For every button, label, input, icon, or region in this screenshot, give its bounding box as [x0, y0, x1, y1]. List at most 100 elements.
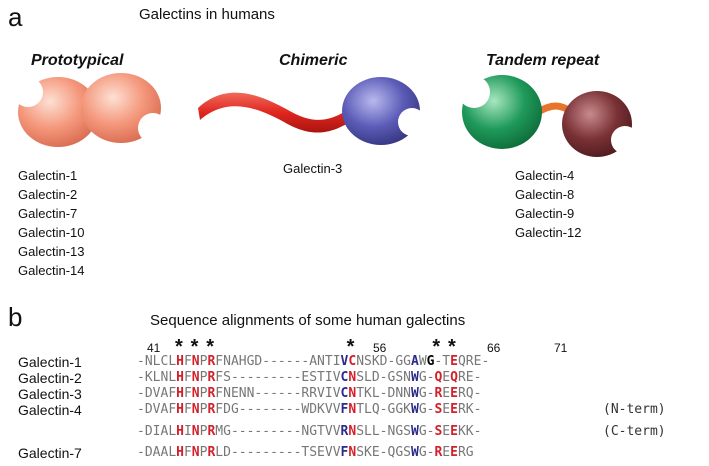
- residue: -: [277, 386, 286, 401]
- residue: G: [418, 445, 427, 460]
- residue: D: [144, 445, 153, 460]
- residue: R: [207, 386, 216, 401]
- panel-a-letter: a: [8, 2, 23, 32]
- residue: V: [317, 386, 325, 401]
- residue: N: [403, 386, 411, 401]
- residue: -: [137, 445, 145, 460]
- residue: W: [410, 402, 419, 417]
- residue: R: [434, 386, 443, 401]
- residue: D: [254, 354, 263, 369]
- residue: Q: [387, 445, 396, 460]
- residue: N: [301, 424, 310, 439]
- residue: C: [340, 386, 349, 401]
- residue: G: [395, 354, 404, 369]
- residue: K: [465, 424, 474, 439]
- residue: F: [183, 445, 192, 460]
- residue: A: [160, 386, 169, 401]
- residue: -: [434, 354, 443, 369]
- residue: S: [395, 370, 404, 385]
- residue: -: [246, 370, 255, 385]
- residue: -: [254, 445, 263, 460]
- residue: S: [223, 370, 231, 385]
- residue: A: [160, 424, 169, 439]
- residue: -: [293, 370, 302, 385]
- residue: Q: [371, 402, 380, 417]
- residue: -: [137, 424, 145, 439]
- residue: N: [191, 354, 200, 369]
- alignment-row-name: Galectin-1: [18, 354, 82, 370]
- conserved-star: *: [175, 336, 183, 358]
- residue: G: [387, 370, 396, 385]
- residue: A: [152, 445, 161, 460]
- residue: E: [442, 402, 451, 417]
- residue: R: [457, 445, 466, 460]
- residue: R: [457, 370, 466, 385]
- residue: -: [262, 370, 271, 385]
- list-item: Galectin-9: [515, 206, 575, 221]
- residue: -: [379, 386, 388, 401]
- residue: S: [309, 445, 318, 460]
- conserved-star: *: [432, 336, 441, 358]
- residue: F: [183, 386, 192, 401]
- residue: E: [465, 370, 474, 385]
- residue: S: [356, 445, 365, 460]
- list-item: Galectin-4: [515, 168, 575, 183]
- residue: S: [364, 354, 372, 369]
- chimeric-galectin-3: [198, 77, 426, 145]
- residue: K: [144, 370, 153, 385]
- group-label-prototypical: Prototypical: [31, 52, 124, 69]
- residue: D: [387, 386, 396, 401]
- position-number: 56: [373, 341, 387, 355]
- residue: E: [450, 445, 458, 460]
- tandem-binding-pocket-c: [611, 126, 639, 154]
- residue: D: [223, 402, 231, 417]
- residue: N: [356, 354, 365, 369]
- residue: D: [223, 445, 231, 460]
- residue: K: [457, 424, 466, 439]
- residue: -: [246, 445, 255, 460]
- residue: E: [442, 386, 451, 401]
- residue: F: [215, 386, 224, 401]
- residue: E: [450, 402, 458, 417]
- residue: -: [262, 424, 271, 439]
- residue: R: [434, 445, 443, 460]
- residue: H: [176, 354, 184, 369]
- panel-b-title: Sequence alignments of some human galect…: [150, 312, 466, 329]
- residue: N: [223, 354, 231, 369]
- residue: D: [144, 386, 153, 401]
- residue: H: [238, 354, 247, 369]
- residue: G: [395, 424, 404, 439]
- residue: S: [356, 424, 365, 439]
- residue: -: [426, 386, 435, 401]
- prototypical-member-list: Galectin-1 Galectin-2 Galectin-7 Galecti…: [18, 166, 84, 280]
- residue: I: [324, 370, 333, 385]
- residue: -: [254, 386, 263, 401]
- residue: R: [457, 402, 466, 417]
- residue: G: [426, 354, 435, 369]
- residue: R: [207, 445, 216, 460]
- residue: N: [348, 424, 357, 439]
- residue: -: [285, 370, 294, 385]
- residue: P: [199, 424, 208, 439]
- residue: G: [418, 424, 427, 439]
- residue: T: [324, 354, 333, 369]
- alignment-sequence: -NLCLHFNPRFNAHGD------ANTIVCNSKD-GGAWG-T…: [137, 354, 489, 370]
- residue: I: [183, 424, 192, 439]
- residue: C: [160, 354, 169, 369]
- residue: G: [395, 445, 404, 460]
- residue: M: [215, 424, 224, 439]
- position-number: 71: [554, 341, 568, 355]
- residue: W: [410, 445, 419, 460]
- residue: V: [340, 354, 349, 369]
- residue: F: [183, 370, 192, 385]
- residue: E: [450, 354, 458, 369]
- residue: E: [371, 445, 380, 460]
- residue: -: [270, 354, 278, 369]
- residue: W: [410, 370, 419, 385]
- residue: D: [144, 402, 153, 417]
- residue: N: [387, 424, 396, 439]
- panel-a-title: Galectins in humans: [139, 6, 275, 23]
- chimeric-member-list: Galectin-3: [283, 159, 342, 178]
- conserved-star: *: [206, 336, 214, 358]
- residue: N: [348, 445, 357, 460]
